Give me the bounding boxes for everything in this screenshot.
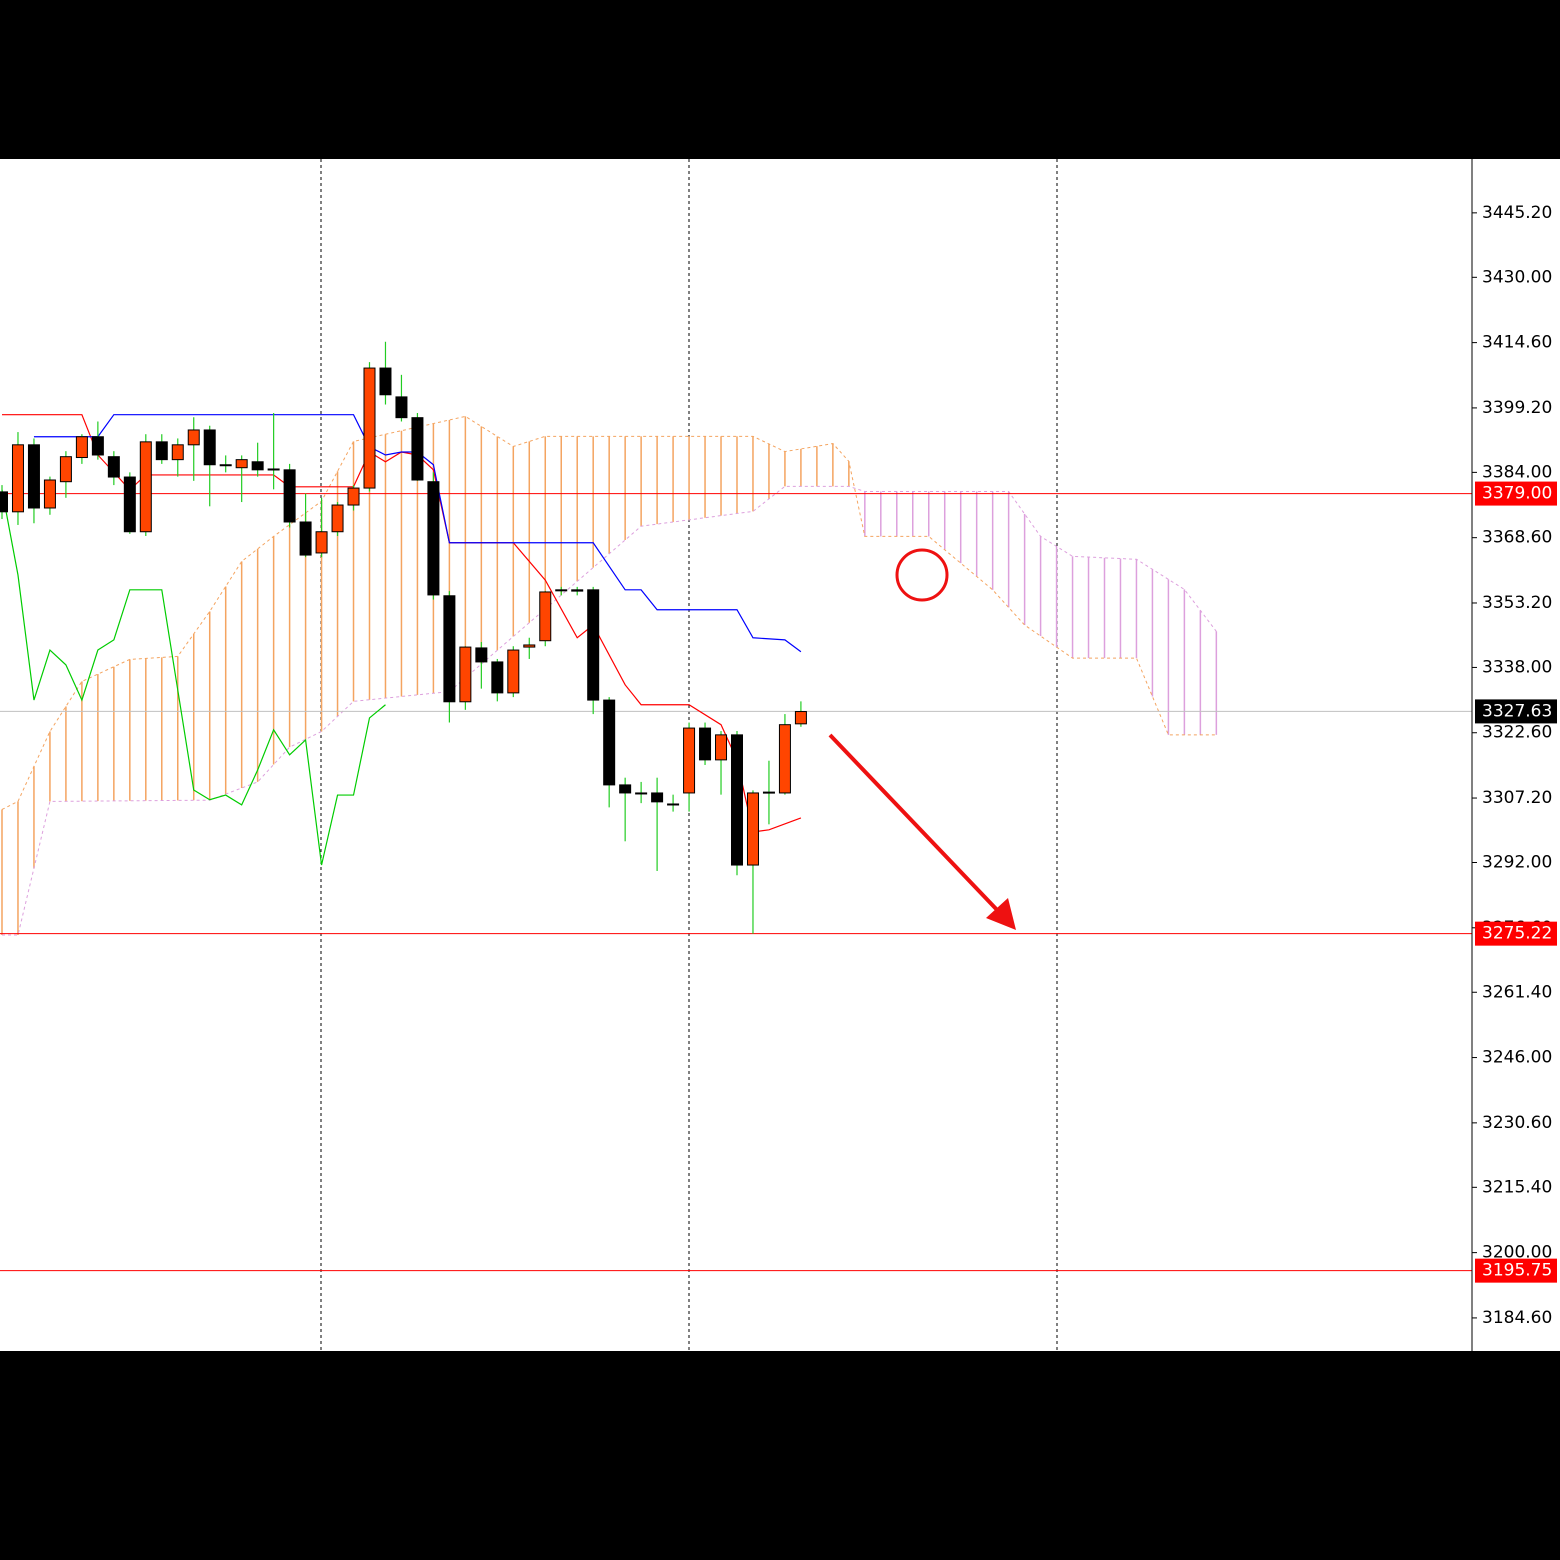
price-label-box — [1475, 921, 1557, 946]
indicator-line — [1, 489, 386, 866]
candle-body — [11, 444, 24, 513]
candle-body — [411, 417, 424, 481]
candle-body — [347, 487, 360, 506]
candle-body — [491, 661, 504, 694]
y-tick-label: 3338.00 — [1482, 657, 1552, 677]
candle-body — [331, 504, 344, 533]
annotation-arrowhead — [986, 898, 1016, 930]
candle-body — [699, 727, 712, 761]
candle-body — [43, 479, 56, 509]
y-tick-label: 3322.60 — [1482, 723, 1552, 743]
y-tick-label: 3384.00 — [1482, 462, 1552, 482]
candle-body — [475, 647, 488, 663]
candle-body — [123, 476, 136, 533]
y-tick-label: 3230.60 — [1482, 1113, 1552, 1133]
price-label: 3275.22 — [1482, 924, 1552, 944]
price-label: 3327.63 — [1482, 701, 1552, 721]
candle-body — [571, 589, 584, 592]
candle-body — [778, 724, 791, 794]
annotation-arrow — [828, 733, 1002, 915]
y-tick-label: 3261.40 — [1482, 982, 1552, 1002]
price-label: 3195.75 — [1482, 1261, 1552, 1281]
price-label-box — [1475, 481, 1557, 506]
plot — [0, 159, 1472, 1351]
candle-body — [267, 468, 280, 471]
y-tick-label: 3246.00 — [1482, 1048, 1552, 1068]
candle-body — [746, 792, 759, 866]
candle-body — [203, 429, 216, 466]
candle-body — [363, 367, 376, 489]
candle-body — [171, 444, 184, 461]
candle-body — [555, 589, 568, 592]
y-tick-label: 3215.40 — [1482, 1177, 1552, 1197]
candle-body — [235, 459, 248, 469]
y-tick-label: 3430.00 — [1482, 267, 1552, 287]
candle-body — [715, 734, 728, 761]
y-tick-label: 3200.00 — [1482, 1243, 1552, 1263]
candle-body — [379, 367, 392, 396]
candle-body — [27, 444, 40, 509]
y-tick-label: 3184.60 — [1482, 1308, 1552, 1328]
candle-body — [107, 456, 120, 478]
y-tick-label: 3399.20 — [1482, 398, 1552, 418]
candle-body — [427, 481, 440, 596]
candle-body — [315, 531, 328, 554]
candle-body — [587, 589, 600, 701]
indicator-line — [33, 414, 802, 653]
candle-body — [539, 591, 552, 642]
candle-body — [667, 803, 680, 806]
candle-body — [603, 699, 616, 786]
candle-body — [443, 595, 456, 703]
candle-body — [75, 436, 88, 459]
candle-body — [91, 436, 104, 456]
cloud-edge — [1, 415, 1217, 810]
candle-body — [619, 784, 632, 794]
price-label-box — [1475, 699, 1557, 724]
price-label-box — [1475, 1258, 1557, 1283]
candle-body — [762, 791, 775, 794]
candle-body — [651, 792, 664, 803]
y-tick-label: 3353.20 — [1482, 593, 1552, 613]
candle-body — [219, 464, 232, 467]
annotation-circle — [895, 548, 949, 602]
candle-body — [251, 461, 264, 471]
y-tick-label: 3292.00 — [1482, 852, 1552, 872]
candle-body — [0, 491, 8, 513]
candle-body — [507, 649, 520, 694]
candle-body — [794, 711, 807, 725]
y-tick-label: 3414.60 — [1482, 333, 1552, 353]
candle-body — [395, 396, 408, 419]
candle-body — [59, 456, 72, 483]
candle-body — [459, 646, 472, 703]
candle-body — [155, 441, 168, 461]
candle-body — [683, 727, 696, 794]
candle-body — [187, 429, 200, 446]
candle-body — [299, 521, 312, 556]
y-tick-label: 3368.60 — [1482, 528, 1552, 548]
candle-body — [730, 734, 743, 866]
y-tick-label: 3445.20 — [1482, 203, 1552, 223]
price-axis: 3445.20 3430.00 3414.60 3399.20 3384.00 3368.… — [1472, 203, 1557, 1328]
candle-body — [635, 792, 648, 795]
candle-body — [139, 441, 152, 533]
candle-body — [523, 644, 536, 648]
candle-body — [283, 469, 296, 523]
y-tick-label: 3307.20 — [1482, 788, 1552, 808]
price-label: 3379.00 — [1482, 484, 1552, 504]
